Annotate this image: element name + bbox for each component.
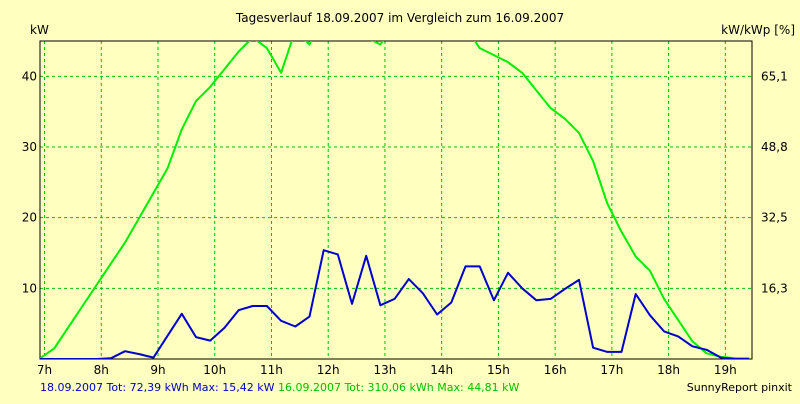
- plot-frame: [39, 40, 753, 360]
- legend-date-16: 16.09.2007: [277, 381, 341, 394]
- x-tick-label: 12h: [317, 363, 340, 377]
- x-tick-label: 11h: [260, 363, 283, 377]
- x-tick-label: 10h: [203, 363, 226, 377]
- x-tick-label: 19h: [714, 363, 737, 377]
- y-axis-label-right: kW/kWp [%]: [721, 23, 795, 37]
- footer-legend: 18.09.2007 Tot: 72,39 kWh Max: 15,42 kW …: [40, 381, 519, 394]
- y-tick-label-right: 16,3: [761, 282, 788, 296]
- legend-date-18: 18.09.2007: [40, 381, 103, 394]
- footer-credit: SunnyReport pinxit: [686, 381, 792, 394]
- series-layer: [40, 41, 750, 359]
- y-tick-label-left: 20: [22, 211, 37, 225]
- y-tick-label-left: 10: [22, 281, 37, 295]
- y-tick-label-right: 48,8: [761, 140, 788, 154]
- grid: [39, 40, 753, 360]
- x-tick-label: 8h: [94, 363, 109, 377]
- y-tick-label-right: 65,1: [761, 69, 788, 83]
- x-tick-label: 9h: [150, 363, 165, 377]
- y-tick-label-left: 30: [22, 140, 37, 154]
- series-line-16.09.2007: [40, 41, 750, 359]
- x-tick-label: 15h: [487, 363, 510, 377]
- x-tick-label: 14h: [430, 363, 453, 377]
- x-tick-label: 17h: [600, 363, 623, 377]
- y-axis-label-left: kW: [30, 23, 49, 37]
- x-tick-label: 7h: [37, 363, 52, 377]
- x-tick-label: 16h: [544, 363, 567, 377]
- y-tick-label-left: 40: [22, 69, 37, 83]
- legend-stats-16: Tot: 310,06 kWh Max: 44,81 kW: [340, 381, 520, 394]
- series-line-18.09.2007: [40, 249, 750, 359]
- y-tick-label-right: 32,5: [761, 211, 788, 225]
- legend-stats-18: Tot: 72,39 kWh Max: 15,42 kW: [102, 381, 275, 394]
- x-tick-label: 13h: [373, 363, 396, 377]
- chart-title: Tagesverlauf 18.09.2007 im Vergleich zum…: [235, 11, 564, 25]
- tick-labels: 7h 8h 9h 10h 11h 12h 13h 14h 15h 16h 17h 18h 19h 10 20…: [22, 69, 788, 377]
- x-tick-label: 18h: [657, 363, 680, 377]
